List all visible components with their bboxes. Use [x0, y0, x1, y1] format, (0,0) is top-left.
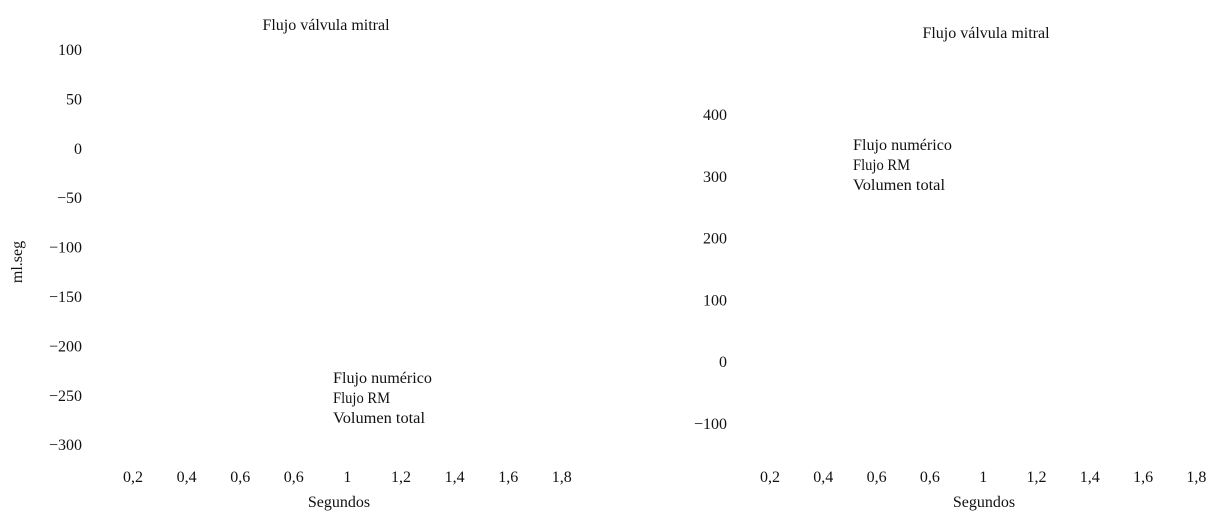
- chart2-legend-item: Volumen total: [853, 177, 946, 194]
- chart2-x-tick-label: 1,4: [1080, 469, 1100, 486]
- chart1-x-axis-label: Segundos: [308, 494, 370, 511]
- chart1-y-tick-label: −50: [57, 190, 82, 207]
- chart1-x-tick-label: 1,2: [391, 469, 411, 486]
- chart1-x-tick-label: 1,6: [498, 469, 518, 486]
- chart1-y-tick-label: 50: [66, 91, 82, 108]
- chart1-x-tick-label: 0,6: [284, 469, 304, 486]
- chart2-y-tick-label: 200: [703, 231, 727, 248]
- chart2-x-tick-label: 0,4: [813, 469, 833, 486]
- chart1-x-tick-label: 0,4: [177, 469, 197, 486]
- chart2-legend-item: Flujo RM: [853, 157, 910, 174]
- chart1-y-axis-label: ml.seg: [9, 241, 26, 283]
- chart1-x-tick-label: 1: [343, 469, 351, 486]
- chart1-y-tick-label: −100: [49, 240, 82, 257]
- chart2-x-tick-label: 0,6: [867, 469, 887, 486]
- chart2-x-tick-label: 1,6: [1133, 469, 1153, 486]
- chart2-y-tick-label: 300: [703, 169, 727, 186]
- chart1-x-tick-label: 0,2: [123, 469, 143, 486]
- chart1-y-tick-label: −200: [49, 338, 82, 355]
- chart1-x-tick-label: 1,8: [552, 469, 572, 486]
- chart2-y-tick-label: 100: [703, 292, 727, 309]
- chart2-x-tick-label: 1,8: [1186, 469, 1206, 486]
- chart2-y-tick-label: 0: [719, 354, 727, 371]
- chart1-x-tick-label: 1,4: [445, 469, 465, 486]
- chart1-y-tick-label: 100: [58, 42, 82, 59]
- chart1-y-tick-label: −300: [49, 437, 82, 454]
- chart1-y-tick-label: −150: [49, 289, 82, 306]
- chart1-y-tick-label: −250: [49, 388, 82, 405]
- chart2-x-tick-label: 0,6: [920, 469, 940, 486]
- chart1-legend-item: Volumen total: [333, 410, 426, 427]
- chart2-y-tick-label: 400: [703, 107, 727, 124]
- chart1-legend-item: Flujo numérico: [333, 370, 432, 387]
- chart1-legend-item: Flujo RM: [333, 390, 390, 407]
- chart2-y-tick-label: −100: [694, 416, 727, 433]
- chart2-x-tick-label: 0,2: [760, 469, 780, 486]
- chart2-x-tick-label: 1: [979, 469, 987, 486]
- chart2-title: Flujo válvula mitral: [922, 25, 1050, 42]
- chart1-x-tick-label: 0,6: [230, 469, 250, 486]
- chart1-y-tick-label: 0: [74, 141, 82, 158]
- chart1-title: Flujo válvula mitral: [262, 17, 390, 34]
- chart2-x-tick-label: 1,2: [1027, 469, 1047, 486]
- chart2-x-axis-label: Segundos: [953, 494, 1015, 511]
- chart2-legend-item: Flujo numérico: [853, 137, 952, 154]
